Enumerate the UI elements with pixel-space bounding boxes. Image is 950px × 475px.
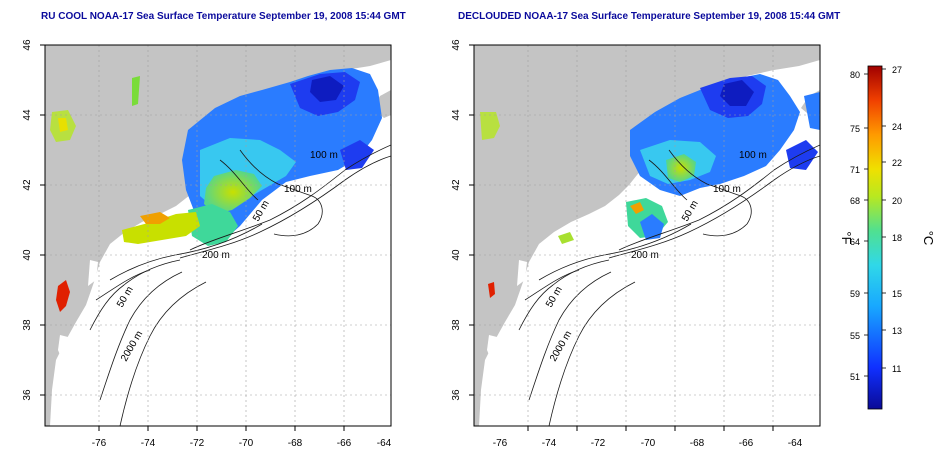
colorbar-f-tick: 64 — [850, 237, 860, 247]
colorbar-f-tick: 59 — [850, 289, 860, 299]
left-axis-ticks — [40, 44, 345, 431]
left-y-tick-label: 38 — [22, 319, 33, 331]
colorbar-unit-fahrenheit: °F — [839, 231, 854, 244]
left-x-tick-label: -72 — [190, 438, 205, 449]
left-map-panel: 100 m 100 m 50 m 200 m 50 m 2000 m — [22, 39, 392, 449]
left-y-tick-label: 44 — [22, 109, 33, 121]
left-x-tick-label: -66 — [337, 438, 352, 449]
left-y-tick-label: 36 — [22, 389, 33, 401]
colorbar-f-tick: 71 — [850, 165, 860, 175]
right-x-tick-label: -64 — [788, 438, 803, 449]
colorbar-c-tick: 27 — [892, 65, 902, 75]
left-grid — [45, 45, 391, 426]
colorbar-unit-celsius: °C — [921, 231, 936, 246]
right-y-tick-label: 46 — [451, 39, 462, 51]
right-sst-overlay — [480, 74, 820, 298]
colorbar-c-tick: 22 — [892, 158, 902, 168]
right-x-tick-label: -74 — [542, 438, 557, 449]
left-contour-label-2: 100 m — [284, 184, 312, 195]
left-x-tick-label: -74 — [141, 438, 156, 449]
right-map-title: DECLOUDED NOAA-17 Sea Surface Temperatur… — [458, 11, 841, 22]
right-contour-label-1: 100 m — [739, 150, 767, 161]
left-map-land — [45, 45, 391, 426]
right-contour-label-4: 200 m — [631, 250, 659, 261]
right-y-tick-label: 44 — [451, 109, 462, 121]
left-x-tick-label: -70 — [239, 438, 254, 449]
left-x-tick-label: -64 — [377, 438, 392, 449]
left-y-tick-label: 42 — [22, 179, 33, 191]
right-x-tick-label: -76 — [493, 438, 508, 449]
colorbar-f-tick: 68 — [850, 196, 860, 206]
colorbar-c-tick: 24 — [892, 122, 902, 132]
colorbar-c-tick: 11 — [892, 364, 901, 374]
right-y-tick-label: 36 — [451, 389, 462, 401]
colorbar-c-tick: 18 — [892, 233, 902, 243]
left-map-title: RU COOL NOAA-17 Sea Surface Temperature … — [41, 11, 406, 22]
colorbar-f-tick: 80 — [850, 70, 860, 80]
right-y-tick-label: 38 — [451, 319, 462, 331]
colorbar-c-tick: 20 — [892, 196, 902, 206]
right-x-tick-label: -72 — [591, 438, 606, 449]
right-map-land — [474, 45, 820, 426]
right-x-tick-label: -70 — [641, 438, 656, 449]
right-y-tick-label: 40 — [451, 249, 462, 261]
left-x-tick-label: -68 — [288, 438, 303, 449]
colorbar-f-tick: 75 — [850, 124, 860, 134]
right-y-tick-label: 42 — [451, 179, 462, 191]
colorbar-c-tick: 15 — [892, 289, 902, 299]
colorbar-f-tick: 55 — [850, 331, 860, 341]
right-contour-label-2: 100 m — [713, 184, 741, 195]
left-map-frame — [44, 44, 392, 427]
right-map-panel: 100 m 100 m 50 m 200 m 50 m 2000 m — [451, 39, 821, 449]
left-x-tick-label: -76 — [92, 438, 107, 449]
colorbar-gradient — [867, 65, 883, 410]
colorbar-f-tick: 51 — [850, 372, 860, 382]
right-x-tick-label: -68 — [690, 438, 705, 449]
right-grid — [474, 45, 820, 426]
colorbar-c-tick: 13 — [892, 326, 902, 336]
right-axis-ticks — [469, 44, 774, 431]
left-y-tick-label: 46 — [22, 39, 33, 51]
left-contour-label-1: 100 m — [310, 150, 338, 161]
right-x-tick-label: -66 — [739, 438, 754, 449]
left-sst-overlay — [50, 68, 382, 312]
temperature-colorbar: 80 75 71 68 64 59 55 51 27 24 22 20 18 1… — [839, 65, 936, 410]
left-y-tick-label: 40 — [22, 249, 33, 261]
left-contour-label-4: 200 m — [202, 250, 230, 261]
right-map-frame — [473, 44, 821, 427]
